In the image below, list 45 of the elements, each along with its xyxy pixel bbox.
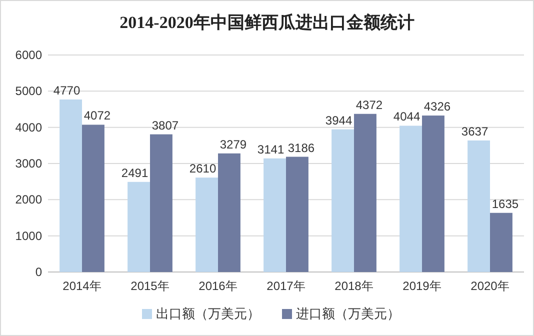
- x-tick-label: 2017年: [266, 279, 306, 293]
- data-label: 4326: [424, 100, 451, 114]
- y-tick-label: 1000: [15, 228, 42, 243]
- y-tick-label: 6000: [15, 48, 42, 62]
- bar: [128, 182, 150, 272]
- data-label: 3807: [152, 118, 179, 132]
- bar: [468, 140, 490, 272]
- data-label: 4044: [393, 110, 420, 124]
- legend-label: 进口额（万美元）: [296, 306, 400, 321]
- x-tick-label: 2019年: [402, 279, 442, 293]
- legend-label: 出口额（万美元）: [156, 306, 260, 321]
- bar: [286, 156, 308, 272]
- bar: [490, 212, 512, 272]
- y-tick-label: 3000: [15, 156, 42, 170]
- x-tick-label: 2016年: [198, 279, 238, 293]
- y-tick-label: 4000: [15, 120, 42, 134]
- data-label: 3637: [461, 124, 488, 138]
- bar: [60, 99, 82, 272]
- bar: [218, 153, 240, 272]
- x-tick-label: 2014年: [62, 279, 102, 293]
- bar: [82, 124, 104, 272]
- bar: [354, 114, 376, 272]
- x-tick-label: 2020年: [470, 279, 510, 293]
- bar: [422, 116, 444, 272]
- bar: [196, 178, 218, 272]
- y-tick-label: 0: [35, 265, 42, 279]
- data-label: 4072: [84, 108, 111, 123]
- x-tick-label: 2018年: [334, 279, 374, 293]
- data-label: 2610: [189, 162, 216, 176]
- bar: [332, 129, 354, 272]
- data-label: 3186: [288, 140, 315, 155]
- data-label: 4372: [356, 98, 383, 112]
- y-tick-label: 2000: [15, 192, 42, 207]
- bar: [264, 158, 286, 272]
- chart-title: 2014-2020年中国鲜西瓜进出口金额统计: [120, 13, 414, 32]
- y-tick-label: 5000: [15, 84, 42, 98]
- data-label: 3141: [257, 142, 284, 156]
- data-label: 1635: [492, 196, 519, 211]
- bar: [400, 126, 422, 272]
- bar: [150, 134, 172, 272]
- data-label: 2491: [121, 166, 148, 180]
- data-label: 3944: [325, 113, 352, 128]
- data-label: 4770: [53, 83, 80, 98]
- data-label: 3279: [220, 137, 247, 152]
- x-tick-label: 2015年: [130, 279, 170, 293]
